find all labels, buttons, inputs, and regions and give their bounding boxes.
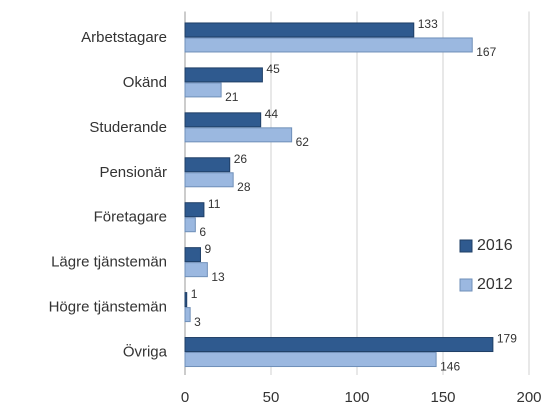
bar: [184, 262, 208, 278]
bar: [184, 247, 201, 263]
bar: [184, 67, 263, 83]
bar: [184, 82, 222, 98]
bar: [184, 352, 437, 368]
bar: [184, 202, 205, 218]
legend-label: 2016: [477, 237, 513, 254]
bar: [184, 292, 188, 308]
x-tick-label: 150: [430, 389, 455, 406]
value-label: 44: [265, 107, 279, 121]
bar: [184, 172, 234, 188]
legend-swatch: [459, 239, 473, 253]
bar: [184, 217, 196, 233]
bar: [184, 157, 231, 173]
y-tick-label: Arbetstagare: [81, 29, 167, 46]
value-label: 133: [418, 17, 438, 31]
bar: [184, 307, 191, 323]
bar: [184, 37, 473, 53]
x-tick-label: 100: [344, 389, 369, 406]
value-label: 45: [266, 62, 280, 76]
y-tick-label: Lägre tjänstemän: [51, 254, 167, 271]
value-label: 28: [237, 180, 251, 194]
y-tick-label: Övriga: [123, 343, 168, 361]
value-label: 9: [204, 242, 211, 256]
x-tick-label: 200: [516, 389, 541, 406]
bar: [184, 22, 415, 38]
value-label: 1: [191, 287, 198, 301]
bar: [184, 337, 494, 353]
value-label: 6: [199, 225, 206, 239]
bar: [184, 112, 262, 128]
value-label: 179: [497, 332, 517, 346]
x-tick-label: 0: [181, 389, 189, 406]
value-label: 3: [194, 315, 201, 329]
bar: [184, 127, 293, 143]
value-label: 26: [234, 152, 248, 166]
value-label: 146: [440, 360, 460, 374]
x-tick-label: 50: [263, 389, 280, 406]
legend-label: 2012: [477, 276, 513, 293]
value-label: 13: [211, 270, 225, 284]
y-tick-label: Studerande: [89, 119, 167, 136]
value-label: 62: [296, 135, 310, 149]
y-tick-label: Högre tjänstemän: [49, 299, 167, 316]
y-tick-label: Företagare: [94, 209, 167, 226]
value-label: 21: [225, 90, 239, 104]
y-tick-label: Okänd: [123, 74, 167, 91]
value-label: 11: [208, 197, 221, 211]
legend-swatch: [459, 278, 473, 292]
y-tick-label: Pensionär: [99, 164, 167, 181]
value-label: 167: [476, 45, 496, 59]
